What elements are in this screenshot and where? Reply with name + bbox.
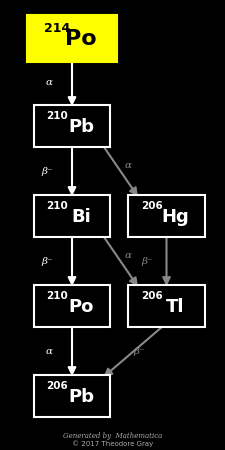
Text: Hg: Hg (162, 208, 189, 226)
Text: α: α (46, 347, 53, 356)
Text: 214: 214 (44, 22, 70, 35)
Text: 210: 210 (47, 201, 68, 211)
Text: β⁻: β⁻ (134, 347, 145, 356)
Text: 210: 210 (47, 291, 68, 301)
FancyBboxPatch shape (27, 14, 117, 62)
FancyBboxPatch shape (128, 284, 205, 328)
FancyBboxPatch shape (34, 194, 110, 238)
Text: β⁻: β⁻ (142, 257, 153, 266)
Text: 206: 206 (141, 291, 163, 301)
Text: Pb: Pb (68, 118, 94, 136)
Text: Po: Po (68, 298, 94, 316)
Text: Pb: Pb (68, 388, 94, 406)
Text: © 2017 Theodore Gray: © 2017 Theodore Gray (72, 440, 153, 446)
Text: α: α (125, 161, 132, 170)
Text: α: α (125, 251, 132, 260)
Text: α: α (46, 78, 53, 87)
Text: β⁻: β⁻ (41, 167, 53, 176)
FancyBboxPatch shape (34, 105, 110, 148)
Text: β⁻: β⁻ (41, 257, 53, 266)
Text: Po: Po (65, 29, 97, 49)
Text: 206: 206 (47, 381, 68, 391)
FancyBboxPatch shape (34, 374, 110, 418)
FancyBboxPatch shape (128, 194, 205, 238)
Text: Tl: Tl (166, 298, 185, 316)
FancyBboxPatch shape (34, 284, 110, 328)
Text: 210: 210 (47, 111, 68, 121)
Text: Bi: Bi (71, 208, 91, 226)
Text: Generated by  Mathematica: Generated by Mathematica (63, 432, 162, 441)
Text: 206: 206 (141, 201, 163, 211)
